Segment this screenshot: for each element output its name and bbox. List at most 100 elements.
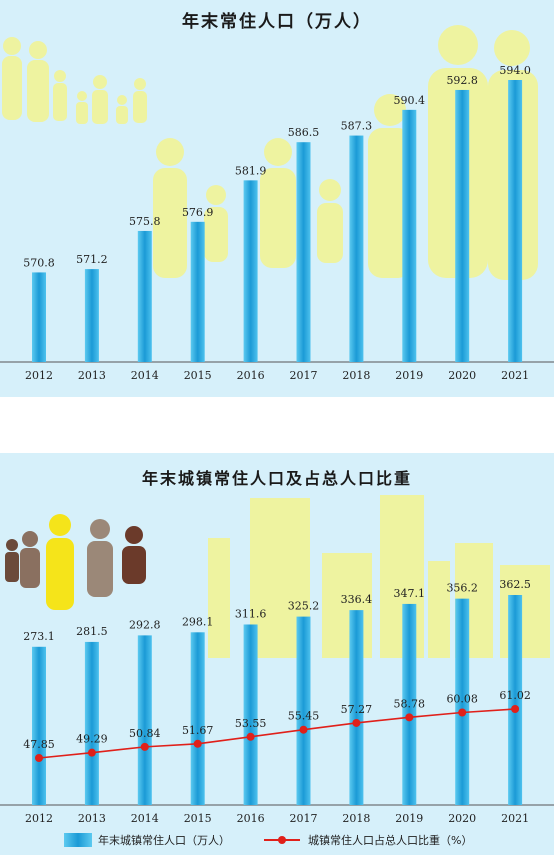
ratio-point — [193, 739, 202, 748]
data-label: 592.8 — [446, 74, 478, 87]
data-label: 336.4 — [341, 593, 373, 606]
data-label: 298.1 — [182, 615, 214, 628]
bar — [508, 595, 523, 805]
x-tick-label: 2015 — [184, 369, 212, 382]
chart-panel-urban: 273.1 281.5 292.8 298.1 311.6 325.2 336.4 347.1… — [0, 453, 554, 855]
data-label: 51.67 — [182, 724, 214, 737]
data-label: 594.0 — [499, 64, 531, 77]
x-tick-label: 2014 — [131, 369, 159, 382]
family-silhouette-left — [2, 37, 147, 124]
x-tick-label: 2016 — [237, 812, 265, 825]
data-label: 49.29 — [76, 733, 108, 746]
data-label: 61.02 — [499, 689, 531, 702]
crowd-illustration — [5, 514, 146, 610]
data-label: 47.85 — [23, 738, 55, 751]
x-tick-label: 2015 — [184, 812, 212, 825]
data-label: 575.8 — [129, 215, 161, 228]
bar — [243, 180, 258, 362]
bar — [455, 89, 470, 362]
x-tick-label: 2013 — [78, 812, 106, 825]
line-urban-ratio — [38, 708, 516, 759]
data-label: 581.9 — [235, 164, 267, 177]
data-label: 587.3 — [341, 120, 373, 133]
x-tick-label: 2021 — [501, 369, 529, 382]
ratio-point — [458, 708, 467, 717]
ratio-point — [299, 725, 308, 734]
urban-chart-svg: 273.1 281.5 292.8 298.1 311.6 325.2 336.4 347.1… — [0, 495, 554, 825]
ratio-point — [511, 705, 520, 713]
x-tick-labels-population: 2012 2013 2014 2015 2016 2017 2018 2019 2020 2021 — [25, 369, 529, 382]
data-label: 362.5 — [499, 578, 531, 591]
data-label: 576.9 — [182, 206, 214, 219]
data-label: 590.4 — [394, 94, 426, 107]
ratio-point — [405, 713, 414, 722]
data-label: 347.1 — [394, 587, 426, 600]
ratio-point — [246, 732, 255, 741]
ratio-point — [87, 748, 96, 757]
bar — [84, 641, 99, 805]
data-label: 586.5 — [288, 126, 320, 139]
x-tick-label: 2012 — [25, 812, 53, 825]
data-label: 57.27 — [341, 703, 373, 716]
data-label: 273.1 — [23, 630, 55, 643]
x-tick-label: 2019 — [395, 369, 423, 382]
bar — [190, 221, 205, 362]
x-tick-label: 2017 — [290, 369, 318, 382]
bar — [137, 635, 152, 805]
bar — [402, 109, 417, 362]
data-label: 571.2 — [76, 253, 108, 266]
bar — [296, 616, 311, 805]
chart-title-urban: 年末城镇常住人口及占总人口比重 — [141, 469, 412, 488]
bar — [32, 646, 46, 805]
x-tick-label: 2017 — [290, 812, 318, 825]
bar — [349, 610, 364, 805]
data-label: 55.45 — [288, 710, 320, 723]
bar — [455, 598, 470, 805]
family-silhouette-center — [153, 94, 412, 278]
x-tick-label: 2019 — [395, 812, 423, 825]
data-label: 292.8 — [129, 618, 161, 631]
city-buildings — [208, 495, 550, 658]
x-tick-label: 2021 — [501, 812, 529, 825]
bar — [84, 269, 99, 362]
legend-label-bars: 年末城镇常住人口（万人） — [98, 834, 230, 847]
bar — [190, 632, 205, 805]
data-label: 60.08 — [446, 692, 478, 705]
x-tick-label: 2018 — [342, 812, 370, 825]
chart-title-population: 年末常住人口（万人） — [182, 12, 372, 32]
ratio-line — [38, 708, 516, 759]
legend: 年末城镇常住人口（万人） 城镇常住人口占总人口比重（%） — [0, 829, 554, 851]
legend-bar-swatch — [64, 833, 92, 847]
x-tick-label: 2020 — [448, 369, 476, 382]
ratio-point — [140, 742, 149, 751]
bar — [32, 272, 46, 362]
data-label: 53.55 — [235, 717, 267, 730]
value-labels-urban-population: 273.1 281.5 292.8 298.1 311.6 325.2 336.4 347.1… — [23, 578, 531, 643]
data-label: 570.8 — [23, 256, 55, 269]
bars-population — [32, 80, 523, 362]
chart-panel-population: 570.8 571.2 575.8 576.9 581.9 586.5 587.3 590.4… — [0, 0, 554, 397]
data-label: 58.78 — [394, 697, 426, 710]
data-label: 325.2 — [288, 600, 320, 613]
x-tick-label: 2016 — [237, 369, 265, 382]
population-chart-svg: 570.8 571.2 575.8 576.9 581.9 586.5 587.3 590.4… — [0, 25, 554, 382]
x-tick-labels-urban: 2012 2013 2014 2015 2016 2017 2018 2019 2020 2021 — [25, 812, 529, 825]
data-label: 356.2 — [446, 582, 478, 595]
legend-item-bars: 年末城镇常住人口（万人） — [64, 832, 230, 848]
bar — [296, 142, 311, 362]
bar — [349, 135, 364, 362]
bar — [402, 603, 417, 805]
x-tick-label: 2013 — [78, 369, 106, 382]
x-tick-label: 2014 — [131, 812, 159, 825]
ratio-point — [35, 754, 43, 762]
bar — [137, 230, 152, 362]
points-urban-ratio — [35, 705, 520, 762]
legend-item-line: 城镇常住人口占总人口比重（%） — [262, 832, 472, 848]
legend-label-line: 城镇常住人口占总人口比重（%） — [308, 834, 473, 847]
data-label: 50.84 — [129, 727, 161, 740]
bar — [243, 624, 258, 805]
x-tick-label: 2020 — [448, 812, 476, 825]
x-tick-label: 2018 — [342, 369, 370, 382]
value-labels-urban-ratio: 47.85 49.29 50.84 51.67 53.55 55.45 57.27 58.78… — [23, 689, 531, 751]
legend-line-swatch — [264, 836, 300, 844]
